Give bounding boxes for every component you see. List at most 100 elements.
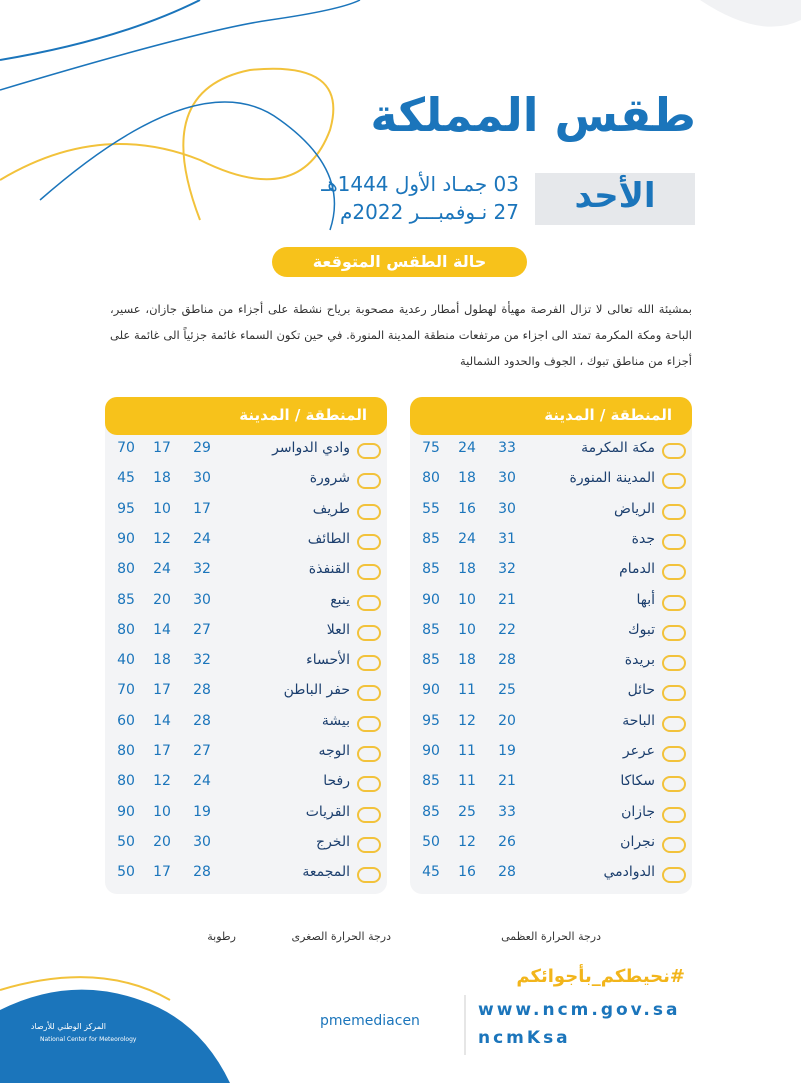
weather-icon (357, 836, 381, 853)
city: أبها (636, 591, 655, 608)
humidity: 85 (422, 530, 440, 547)
city: حائل (627, 682, 655, 699)
max-temp: 22 (498, 621, 516, 638)
city: جدة (631, 530, 655, 547)
min-temp: 24 (153, 561, 171, 578)
weather-icon (662, 473, 686, 490)
logo-ar: المركز الوطني للأرصاد (30, 1022, 106, 1031)
gregorian-date: 27 نـوفمبـــر 2022م (340, 200, 519, 224)
weather-icon (662, 685, 686, 702)
hijri-date: 03 جمـاد الأول 1444هـ (321, 172, 519, 196)
max-temp: 25 (498, 682, 516, 699)
max-temp: 17 (193, 500, 211, 517)
city: الخرج (316, 833, 350, 850)
humidity: 70 (117, 440, 135, 456)
min-temp: 17 (153, 864, 171, 881)
logo-en: National Center for Meteorology (40, 1036, 137, 1043)
city: شرورة (309, 470, 350, 487)
min-temp: 14 (153, 712, 171, 729)
humidity: 60 (117, 712, 135, 729)
weather-icon (357, 503, 381, 520)
weather-icon (357, 715, 381, 732)
max-temp: 24 (193, 773, 211, 790)
max-temp: 19 (498, 743, 516, 759)
city: حفر الباطن (283, 682, 350, 699)
min-temp: 16 (458, 500, 476, 517)
min-temp: 12 (153, 530, 171, 547)
max-temp: 28 (193, 682, 211, 699)
weather-icon (357, 443, 381, 459)
max-temp: 28 (193, 712, 211, 729)
min-temp: 20 (153, 833, 171, 850)
humidity: 90 (117, 803, 135, 820)
city: الباحة (622, 712, 655, 729)
min-temp: 18 (153, 470, 171, 487)
min-temp: 24 (458, 530, 476, 547)
max-temp: 28 (498, 652, 516, 669)
city: الطائف (307, 530, 350, 547)
humidity: 50 (422, 833, 440, 850)
weather-icon (662, 533, 686, 550)
weather-icon (662, 867, 686, 884)
max-temp: 21 (498, 773, 516, 790)
city: نجران (620, 833, 655, 850)
min-temp: 17 (153, 743, 171, 759)
weather-icon (357, 624, 381, 641)
city: بيشة (321, 712, 350, 729)
hashtag: #نحيطكم_بأجوائكم (516, 966, 685, 987)
min-temp: 18 (153, 652, 171, 669)
min-temp: 17 (153, 682, 171, 699)
humidity: 85 (422, 803, 440, 820)
city: الدوادمي (603, 864, 655, 881)
city: الوجه (318, 743, 350, 759)
weather-icon (662, 624, 686, 641)
humidity: 80 (117, 743, 135, 759)
weather-icon (662, 503, 686, 520)
humidity: 80 (422, 470, 440, 487)
humidity: 55 (422, 500, 440, 517)
weather-icon (662, 836, 686, 853)
min-temp: 12 (458, 833, 476, 850)
weather-icon (357, 594, 381, 611)
humidity: 85 (422, 621, 440, 638)
min-temp: 10 (153, 803, 171, 820)
min-temp: 10 (153, 500, 171, 517)
max-temp: 32 (193, 652, 211, 669)
city: ينبع (330, 591, 350, 608)
humidity: 80 (117, 621, 135, 638)
legend-item: درجة الحرارة العظمى (501, 930, 601, 943)
website[interactable]: www.ncm.gov.sa (478, 1000, 681, 1020)
twitter-handle[interactable]: pmemediacen (320, 1013, 420, 1029)
min-temp: 25 (458, 803, 476, 820)
max-temp: 29 (193, 440, 211, 456)
weather-icon (357, 776, 381, 793)
humidity: 80 (117, 561, 135, 578)
humidity: 85 (422, 652, 440, 669)
max-temp: 28 (498, 864, 516, 881)
max-temp: 30 (193, 470, 211, 487)
max-temp: 30 (193, 833, 211, 850)
max-temp: 30 (193, 591, 211, 608)
min-temp: 18 (458, 652, 476, 669)
weather-icon (662, 655, 686, 672)
weather-icon (357, 806, 381, 823)
min-temp: 18 (458, 561, 476, 578)
max-temp: 32 (498, 561, 516, 578)
weather-icon (662, 594, 686, 611)
min-temp: 11 (458, 773, 476, 790)
max-temp: 31 (498, 530, 516, 547)
weather-icon (357, 473, 381, 490)
summary: بمشيئة الله تعالى لا تزال الفرصة مهيأة ل… (110, 302, 692, 368)
humidity: 50 (117, 864, 135, 881)
table-header: المنطقة / المدينة (544, 406, 672, 424)
max-temp: 21 (498, 591, 516, 608)
weather-icon (357, 564, 381, 581)
min-temp: 16 (458, 864, 476, 881)
max-temp: 28 (193, 864, 211, 881)
weather-icon (357, 867, 381, 884)
max-temp: 30 (498, 500, 516, 517)
social-handle[interactable]: ncmKsa (478, 1028, 571, 1048)
city: طريف (312, 500, 350, 517)
city: رفحا (323, 773, 350, 790)
